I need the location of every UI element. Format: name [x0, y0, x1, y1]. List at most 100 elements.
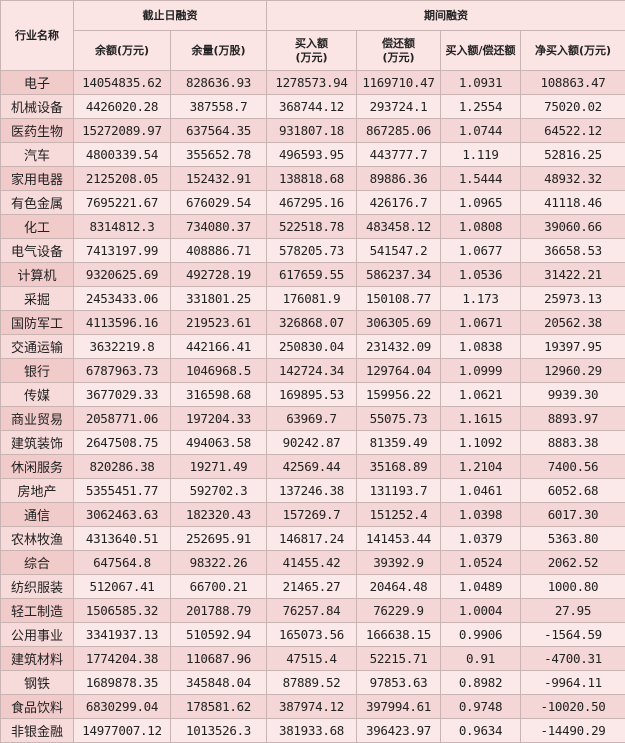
cell-value: 1.2554 — [440, 94, 521, 119]
table-row: 钢铁 1689878.35 345848.04 87889.52 97853.63 0.8… — [0, 670, 625, 695]
cell-value: 142724.34 — [266, 358, 357, 383]
cell-value: 467295.16 — [266, 190, 357, 215]
header-industry: 行业名称 — [0, 0, 74, 71]
table-row: 国防军工 4113596.16 219523.61 326868.07 306305.6… — [0, 310, 625, 335]
cell-value: 408886.71 — [170, 238, 267, 263]
cell-value: 1.0398 — [440, 502, 521, 527]
cell-value: 1506585.32 — [73, 598, 171, 623]
cell-value: 676029.54 — [170, 190, 267, 215]
industry-name: 家用电器 — [0, 166, 74, 191]
cell-value: 1.0931 — [440, 70, 521, 95]
table-row: 电气设备 7413197.99 408886.71 578205.73 541547.2… — [0, 238, 625, 263]
cell-value: 6830299.04 — [73, 694, 171, 719]
cell-value: 169895.53 — [266, 382, 357, 407]
cell-value: 1.0671 — [440, 310, 521, 335]
industry-name: 电子 — [0, 70, 74, 95]
table-row: 汽车 4800339.54 355652.78 496593.95 443777.7 1.… — [0, 142, 625, 167]
table-row: 房地产 5355451.77 592702.3 137246.38 131193.7 1.… — [0, 478, 625, 503]
cell-value: 3341937.13 — [73, 622, 171, 647]
cell-value: 442166.41 — [170, 334, 267, 359]
industry-name: 机械设备 — [0, 94, 74, 119]
cell-value: 492728.19 — [170, 262, 267, 287]
cell-value: -4700.31 — [520, 646, 625, 671]
cell-value: 1.0004 — [440, 598, 521, 623]
cell-value: 6052.68 — [520, 478, 625, 503]
industry-name: 采掘 — [0, 286, 74, 311]
cell-value: 522518.78 — [266, 214, 357, 239]
table-row: 家用电器 2125208.05 152432.91 138818.68 89886.36… — [0, 166, 625, 191]
cell-value: 12960.29 — [520, 358, 625, 383]
cell-value: 39392.9 — [356, 550, 441, 575]
cell-value: 1.0965 — [440, 190, 521, 215]
industry-name: 银行 — [0, 358, 74, 383]
cell-value: 8893.97 — [520, 406, 625, 431]
industry-name: 国防军工 — [0, 310, 74, 335]
cell-value: 0.8982 — [440, 670, 521, 695]
cell-value: 129764.04 — [356, 358, 441, 383]
cell-value: 592702.3 — [170, 478, 267, 503]
industry-name: 有色金属 — [0, 190, 74, 215]
cell-value: 1013526.3 — [170, 718, 267, 743]
cell-value: 19397.95 — [520, 334, 625, 359]
cell-value: 41118.46 — [520, 190, 625, 215]
header-group: 期间融资 — [266, 0, 625, 31]
cell-value: 586237.34 — [356, 262, 441, 287]
cell-value: 6787963.73 — [73, 358, 171, 383]
cell-value: 19271.49 — [170, 454, 267, 479]
table-row: 传媒 3677029.33 316598.68 169895.53 159956.22 1… — [0, 382, 625, 407]
header-group: 截止日融资 — [73, 0, 267, 31]
cell-value: 3632219.8 — [73, 334, 171, 359]
industry-name: 轻工制造 — [0, 598, 74, 623]
cell-value: 2453433.06 — [73, 286, 171, 311]
table-row: 机械设备 4426020.28 387558.7 368744.12 293724.1 1… — [0, 94, 625, 119]
cell-value: 27.95 — [520, 598, 625, 623]
cell-value: 176081.9 — [266, 286, 357, 311]
table-row: 交通运输 3632219.8 442166.41 250830.04 231432.09… — [0, 334, 625, 359]
cell-value: 387974.12 — [266, 694, 357, 719]
table-row: 电子 14054835.62 828636.93 1278573.94 1169710.… — [0, 70, 625, 95]
cell-value: 931807.18 — [266, 118, 357, 143]
cell-value: 182320.43 — [170, 502, 267, 527]
cell-value: 131193.7 — [356, 478, 441, 503]
cell-value: 0.9634 — [440, 718, 521, 743]
cell-value: 1.119 — [440, 142, 521, 167]
industry-name: 综合 — [0, 550, 74, 575]
cell-value: 36658.53 — [520, 238, 625, 263]
header-column: 余额(万元) — [73, 30, 171, 71]
cell-value: 141453.44 — [356, 526, 441, 551]
industry-name: 公用事业 — [0, 622, 74, 647]
cell-value: 2062.52 — [520, 550, 625, 575]
cell-value: 64522.12 — [520, 118, 625, 143]
cell-value: 35168.89 — [356, 454, 441, 479]
cell-value: 0.91 — [440, 646, 521, 671]
cell-value: 76257.84 — [266, 598, 357, 623]
industry-name: 化工 — [0, 214, 74, 239]
cell-value: 1.5444 — [440, 166, 521, 191]
industry-name: 房地产 — [0, 478, 74, 503]
cell-value: 510592.94 — [170, 622, 267, 647]
industry-name: 交通运输 — [0, 334, 74, 359]
cell-value: 483458.12 — [356, 214, 441, 239]
cell-value: 151252.4 — [356, 502, 441, 527]
table-row: 银行 6787963.73 1046968.5 142724.34 129764.04 1… — [0, 358, 625, 383]
cell-value: 21465.27 — [266, 574, 357, 599]
cell-value: 7695221.67 — [73, 190, 171, 215]
cell-value: 137246.38 — [266, 478, 357, 503]
cell-value: 52816.25 — [520, 142, 625, 167]
cell-value: 75020.02 — [520, 94, 625, 119]
cell-value: 326868.07 — [266, 310, 357, 335]
cell-value: 1.0489 — [440, 574, 521, 599]
cell-value: 820286.38 — [73, 454, 171, 479]
table-row: 采掘 2453433.06 331801.25 176081.9 150108.77 1.… — [0, 286, 625, 311]
cell-value: 396423.97 — [356, 718, 441, 743]
cell-value: 9939.30 — [520, 382, 625, 407]
cell-value: 47515.4 — [266, 646, 357, 671]
cell-value: 0.9906 — [440, 622, 521, 647]
table-row: 农林牧渔 4313640.51 252695.91 146817.24 141453.4… — [0, 526, 625, 551]
cell-value: 345848.04 — [170, 670, 267, 695]
table-row: 化工 8314812.3 734080.37 522518.78 483458.12 1.… — [0, 214, 625, 239]
table-row: 通信 3062463.63 182320.43 157269.7 151252.4 1.0… — [0, 502, 625, 527]
industry-name: 农林牧渔 — [0, 526, 74, 551]
